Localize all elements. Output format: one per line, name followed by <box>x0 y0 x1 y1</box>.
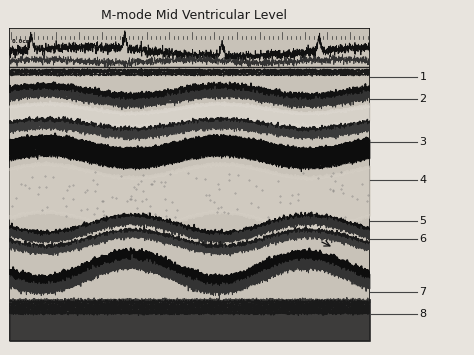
Text: 2: 2 <box>419 94 427 104</box>
Text: 4: 4 <box>419 175 427 185</box>
Text: 6: 6 <box>419 234 427 244</box>
Text: 8: 8 <box>419 309 427 319</box>
Text: M-mode Mid Ventricular Level: M-mode Mid Ventricular Level <box>101 9 287 22</box>
Text: 1: 1 <box>419 72 427 82</box>
Text: 7: 7 <box>419 288 427 297</box>
Text: 3: 3 <box>419 137 427 147</box>
Text: 5: 5 <box>419 215 427 225</box>
Text: 0.0cm: 0.0cm <box>11 39 30 44</box>
